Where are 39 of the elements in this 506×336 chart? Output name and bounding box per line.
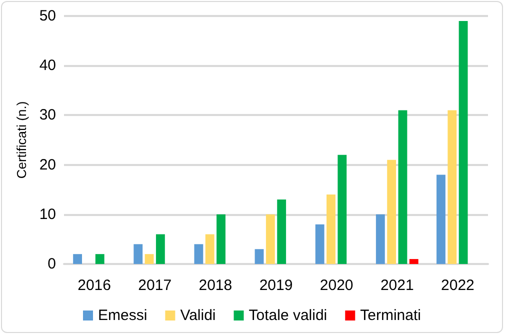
y-tick-label: 10 bbox=[39, 206, 56, 223]
bar bbox=[376, 214, 385, 264]
bar bbox=[95, 254, 104, 264]
bar bbox=[398, 110, 408, 264]
legend-label: Emessi bbox=[98, 307, 148, 324]
bar bbox=[409, 259, 418, 264]
x-tick-label: 2017 bbox=[138, 277, 172, 294]
bar bbox=[436, 174, 446, 264]
legend-label: Terminati bbox=[360, 307, 421, 324]
y-tick-label: 40 bbox=[39, 57, 56, 74]
bar bbox=[448, 110, 457, 264]
x-tick-label: 2020 bbox=[320, 277, 354, 294]
y-tick-label: 0 bbox=[48, 256, 56, 272]
x-tick-label: 2018 bbox=[198, 277, 232, 294]
x-tick-label: 2022 bbox=[441, 277, 474, 294]
bar bbox=[254, 249, 264, 264]
bar bbox=[458, 20, 468, 264]
bar bbox=[194, 244, 204, 264]
bar bbox=[134, 244, 143, 264]
y-axis-title: Certificati (n.) bbox=[14, 101, 29, 179]
bar bbox=[156, 234, 165, 264]
legend-label: Totale validi bbox=[248, 307, 328, 324]
bar bbox=[73, 254, 82, 264]
x-tick-label: 2019 bbox=[259, 277, 293, 294]
bar bbox=[387, 160, 396, 264]
bar bbox=[315, 224, 324, 264]
x-tick-label: 2021 bbox=[380, 277, 414, 294]
bar bbox=[144, 254, 154, 264]
bar bbox=[216, 214, 226, 264]
bar bbox=[326, 194, 336, 264]
bar bbox=[266, 214, 275, 264]
y-tick-label: 50 bbox=[39, 8, 56, 24]
y-tick-label: 20 bbox=[39, 156, 56, 174]
bar bbox=[338, 154, 347, 264]
x-tick-label: 2016 bbox=[78, 277, 111, 294]
legend-label: Validi bbox=[180, 307, 216, 324]
y-tick-label: 30 bbox=[39, 106, 56, 124]
bar bbox=[205, 234, 214, 264]
bar bbox=[277, 200, 286, 264]
